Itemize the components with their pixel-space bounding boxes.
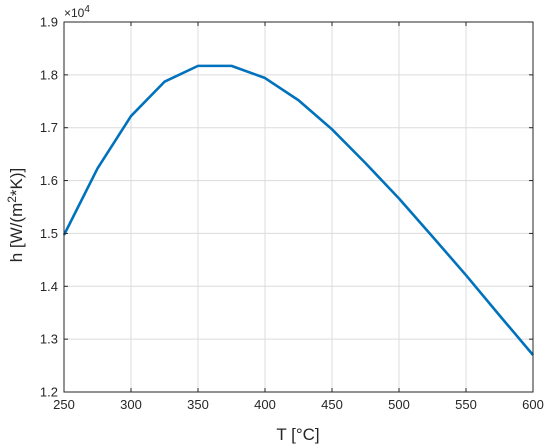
series-layer [62, 64, 534, 356]
plot-area [64, 22, 533, 392]
y-axis-label: h [W/(m2*K)] [5, 168, 26, 263]
x-axis-label: T [°C] [276, 425, 319, 444]
y-exponent-power: 4 [84, 4, 90, 15]
y-axis-label-prefix: h [W/(m [7, 203, 26, 263]
y-tick-label: 1.6 [40, 173, 58, 188]
series-line-1 [62, 64, 534, 356]
y-ticks: 1.2 1.3 1.4 1.5 1.6 1.7 1.8 1.9 [40, 15, 533, 400]
x-tick-label: 300 [120, 397, 142, 412]
y-exponent-label: ×104 [64, 4, 90, 20]
y-exponent-base: ×10 [64, 6, 85, 20]
x-ticks: 250 300 350 400 450 500 550 600 [53, 22, 544, 412]
y-tick-label: 1.9 [40, 15, 58, 30]
y-tick-label: 1.4 [40, 279, 58, 294]
y-tick-label: 1.5 [40, 226, 58, 241]
x-tick-label: 600 [522, 397, 544, 412]
y-tick-label: 1.7 [40, 120, 58, 135]
y-tick-label: 1.8 [40, 67, 58, 82]
y-axis-label-superscript: 2 [5, 196, 19, 203]
grid-lines [64, 22, 533, 392]
x-tick-label: 550 [455, 397, 477, 412]
x-tick-label: 500 [388, 397, 410, 412]
x-tick-label: 400 [254, 397, 276, 412]
plot-frame [63, 21, 534, 393]
y-axis-label-suffix: *K)] [7, 168, 26, 196]
y-tick-label: 1.3 [40, 332, 58, 347]
y-tick-label: 1.2 [40, 385, 58, 400]
x-tick-label: 350 [187, 397, 209, 412]
x-tick-label: 250 [53, 397, 75, 412]
x-tick-label: 450 [321, 397, 343, 412]
